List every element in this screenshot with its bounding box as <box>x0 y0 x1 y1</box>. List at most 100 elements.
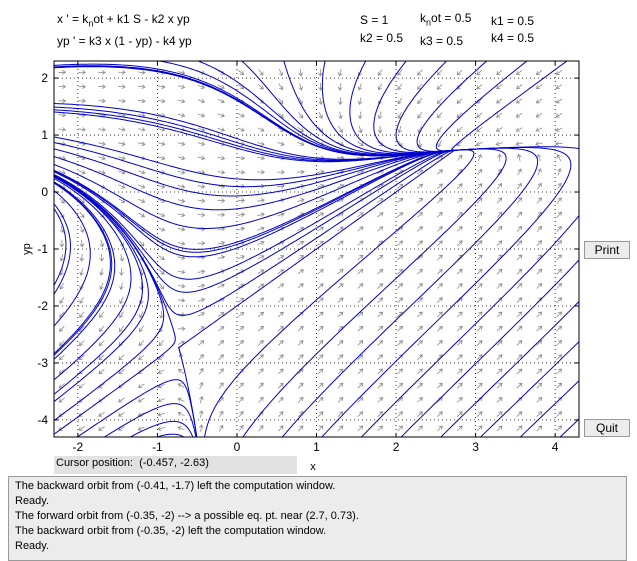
param-k4: k4 = 0.5 <box>491 31 535 45</box>
field-arrow <box>58 127 67 132</box>
field-arrow <box>98 84 106 90</box>
field-arrow <box>476 368 483 375</box>
field-arrow <box>98 141 106 147</box>
x-tick-label: 2 <box>393 440 400 454</box>
orbit-curve <box>54 190 91 327</box>
field-arrow <box>397 425 404 432</box>
field-arrow <box>476 268 483 275</box>
field-arrow <box>535 127 543 132</box>
field-arrow <box>556 254 562 261</box>
field-arrow <box>437 425 443 432</box>
field-arrow <box>456 368 463 375</box>
field-arrow <box>257 198 266 203</box>
field-arrow <box>496 354 503 360</box>
param-knot: knot = 0.5 <box>420 11 471 27</box>
field-arrow <box>138 198 146 203</box>
orbit-curve <box>54 149 455 280</box>
field-arrow <box>317 425 324 432</box>
field-arrow <box>197 198 206 203</box>
field-arrow <box>157 155 166 161</box>
field-arrow <box>317 297 324 303</box>
field-arrow <box>297 354 304 360</box>
quit-button[interactable]: Quit <box>584 419 630 437</box>
field-arrow <box>158 255 165 261</box>
field-arrow <box>357 297 364 303</box>
field-arrow <box>98 98 106 104</box>
field-arrow <box>535 141 543 147</box>
field-arrow <box>177 184 186 189</box>
orbit-curve <box>196 61 455 156</box>
print-button[interactable]: Print <box>584 241 630 259</box>
field-arrow <box>397 111 402 119</box>
field-arrow <box>437 382 443 389</box>
field-arrow <box>297 141 305 146</box>
field-arrow <box>237 155 246 161</box>
field-arrow <box>119 254 125 262</box>
param-knot-post: ot = 0.5 <box>431 11 472 25</box>
field-arrow <box>79 268 84 276</box>
field-arrow <box>317 325 324 332</box>
field-arrow <box>556 354 563 360</box>
field-arrow <box>258 396 264 403</box>
field-arrow <box>297 126 304 132</box>
field-arrow <box>456 211 463 218</box>
field-arrow <box>137 397 145 403</box>
field-arrow <box>377 69 383 77</box>
field-arrow <box>437 411 443 417</box>
field-arrow <box>476 340 483 346</box>
orbit-curve <box>54 177 132 381</box>
field-arrow <box>197 113 206 118</box>
field-arrow <box>217 297 225 303</box>
field-arrow <box>397 325 404 332</box>
field-arrow <box>516 311 523 318</box>
field-arrow <box>476 69 483 76</box>
field-arrow <box>217 283 225 288</box>
field-arrow <box>219 424 224 432</box>
field-arrow <box>257 212 265 217</box>
field-arrow <box>118 184 126 189</box>
field-arrow <box>377 83 383 91</box>
field-arrow <box>197 226 206 232</box>
field-arrow <box>158 269 165 275</box>
field-arrow <box>59 282 64 290</box>
field-arrow <box>496 112 503 118</box>
field-arrow <box>357 111 363 120</box>
x-tick-label: 3 <box>472 440 479 454</box>
field-arrow <box>317 283 324 289</box>
field-arrow <box>78 84 87 89</box>
field-arrow <box>377 368 384 375</box>
field-arrow <box>456 411 463 417</box>
field-arrow <box>277 169 285 175</box>
field-arrow <box>317 240 324 246</box>
field-arrow <box>337 354 344 360</box>
field-arrow <box>516 411 523 417</box>
orbit-curve <box>281 147 539 437</box>
field-arrow <box>318 111 323 119</box>
field-arrow <box>377 125 383 134</box>
phase-plane-plot[interactable]: -2 -1 0 1 2 3 4 2 1 0 -1 -2 -3 -4 x yp <box>0 0 637 475</box>
field-arrow <box>58 141 67 147</box>
field-arrow <box>496 340 503 346</box>
field-arrow <box>536 225 543 232</box>
field-arrow <box>337 240 344 246</box>
orbit-curve <box>519 380 579 437</box>
field-arrow <box>277 269 285 275</box>
field-arrow <box>238 410 244 418</box>
field-arrow <box>119 268 124 277</box>
field-arrow <box>157 127 166 132</box>
field-arrow <box>475 141 483 146</box>
field-arrow <box>197 283 206 289</box>
field-arrow <box>297 325 304 332</box>
field-arrow <box>258 425 264 432</box>
field-arrow <box>138 325 144 333</box>
field-arrow <box>198 354 204 361</box>
field-arrow <box>177 426 185 431</box>
field-arrow <box>278 368 284 375</box>
field-arrow <box>496 325 503 332</box>
field-arrow <box>297 226 305 232</box>
field-arrow <box>338 126 343 133</box>
field-arrow <box>456 311 463 318</box>
field-arrow <box>554 141 563 147</box>
field-arrow <box>417 425 423 432</box>
field-arrow <box>357 382 364 389</box>
